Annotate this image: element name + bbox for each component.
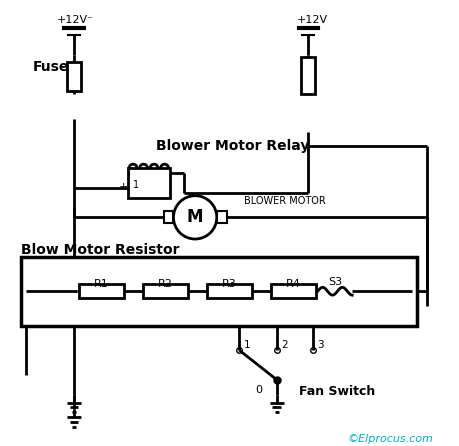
Text: ©Elprocus.com: ©Elprocus.com [348,434,434,444]
Circle shape [174,196,217,239]
Text: M: M [187,208,203,227]
Bar [128,168,169,198]
Text: +12V: +12V [297,16,328,25]
Bar [79,284,124,298]
Text: BLOWER MOTOR: BLOWER MOTOR [244,196,326,206]
Bar [143,284,188,298]
Text: 2: 2 [281,340,287,351]
Bar [271,284,316,298]
Text: +12V⁻: +12V⁻ [57,16,94,25]
Text: +: + [118,182,128,192]
Bar [302,57,315,94]
Bar [207,284,252,298]
Text: Fuse: Fuse [33,60,69,74]
Text: R2: R2 [158,279,173,289]
Bar [21,257,417,326]
Text: R3: R3 [222,279,237,289]
Text: 1: 1 [133,180,139,190]
Bar [217,211,227,223]
Text: Fan Switch: Fan Switch [298,385,375,398]
Text: Blower Motor Relay: Blower Motor Relay [156,139,309,153]
Text: 1: 1 [243,340,250,351]
Text: 3: 3 [317,340,324,351]
Text: R1: R1 [94,279,109,289]
Text: ·: · [126,165,133,185]
Text: 0: 0 [255,385,262,395]
Bar [163,211,174,223]
Text: R4: R4 [286,279,301,289]
Bar [67,62,81,91]
Text: S3: S3 [328,277,342,287]
Text: Blow Motor Resistor: Blow Motor Resistor [21,243,179,257]
